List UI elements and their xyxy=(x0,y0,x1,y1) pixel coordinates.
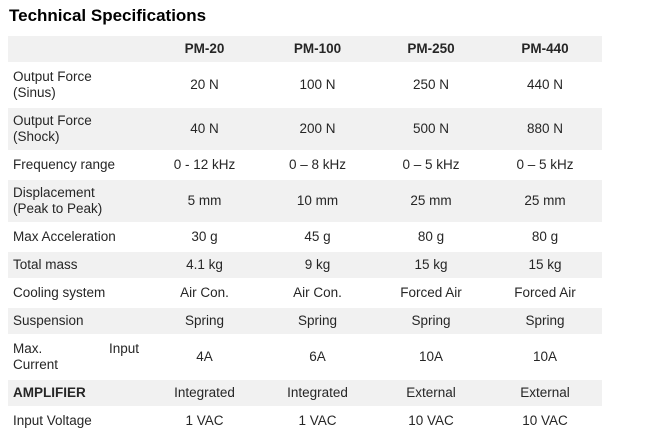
cell-value: 250 N xyxy=(412,77,450,92)
table-row: Frequency range 0 - 12 kHz 0 – 8 kHz 0 – 5 … xyxy=(8,152,602,178)
cell-value: 10 VAC xyxy=(408,413,454,428)
cell-value: External xyxy=(374,380,488,406)
row-label-line: AMPLIFIER xyxy=(13,385,86,400)
row-label-line: Frequency range xyxy=(13,157,116,172)
row-label: Displacement (Peak to Peak) xyxy=(8,180,148,222)
cell-value: Spring xyxy=(261,308,374,334)
table-row: Output Force (Sinus) 20 N 100 N 250 N 440 N xyxy=(8,64,602,106)
table-row: Cooling system Air Con. Air Con. Forced Air… xyxy=(8,280,602,306)
table-row: Input Voltage 1 VAC 1 VAC 10 VAC 10 VAC xyxy=(8,408,602,434)
row-label: Max Acceleration xyxy=(8,224,148,250)
cell-value: 9 kg xyxy=(261,252,374,278)
table-row: Max Acceleration 30 g 45 g 80 g 80 g xyxy=(8,224,602,250)
cell-value: 440 N xyxy=(526,77,564,92)
cell-value: Spring xyxy=(374,308,488,334)
row-label-line: Current xyxy=(13,357,59,372)
column-header-spacer xyxy=(8,36,148,62)
row-label: Suspension xyxy=(8,308,148,334)
column-header-pm-440: PM-440 xyxy=(488,36,602,62)
cell-value: Forced Air xyxy=(514,285,576,300)
cell-value: 10 VAC xyxy=(522,413,568,428)
row-label-word: Max. xyxy=(13,341,43,356)
cell-value: 80 g xyxy=(417,229,445,244)
table-row: Suspension Spring Spring Spring Spring xyxy=(8,308,602,334)
cell-value: 25 mm xyxy=(488,180,602,222)
table-row: Displacement (Peak to Peak) 5 mm 10 mm 25 mm… xyxy=(8,180,602,222)
row-label-line: Total mass xyxy=(13,257,78,272)
cell-value: 10A xyxy=(418,349,444,364)
row-label-line: Displacement xyxy=(13,185,95,200)
table-row: Total mass 4.1 kg 9 kg 15 kg 15 kg xyxy=(8,252,602,278)
row-label-line: (Peak to Peak) xyxy=(13,201,103,216)
spec-table-body: Output Force (Sinus) 20 N 100 N 250 N 440 N Ou… xyxy=(8,64,602,434)
cell-value: Integrated xyxy=(148,380,261,406)
cell-value: 15 kg xyxy=(374,252,488,278)
row-label-line: Max Acceleration xyxy=(13,229,116,244)
row-label-line: Max. Input xyxy=(13,341,139,357)
column-header-pm-250: PM-250 xyxy=(374,36,488,62)
cell-value: Air Con. xyxy=(180,285,229,300)
cell-value: Spring xyxy=(488,308,602,334)
row-label: Input Voltage xyxy=(8,408,148,434)
row-label-word: Input xyxy=(108,341,139,356)
table-row: Output Force (Shock) 40 N 200 N 500 N 880 N xyxy=(8,108,602,150)
column-header-pm-100: PM-100 xyxy=(261,36,374,62)
table-row: Max. Input Current 4A 6A 10A 10A xyxy=(8,336,602,378)
row-label: AMPLIFIER xyxy=(8,380,148,406)
cell-value: 4.1 kg xyxy=(148,252,261,278)
row-label-line: Cooling system xyxy=(13,285,106,300)
row-label-line: (Sinus) xyxy=(13,85,56,100)
row-label: Output Force (Sinus) xyxy=(8,64,148,106)
cell-value: Forced Air xyxy=(400,285,462,300)
cell-value: 25 mm xyxy=(374,180,488,222)
table-row: AMPLIFIER Integrated Integrated External Ext… xyxy=(8,380,602,406)
cell-value: 100 N xyxy=(299,77,336,92)
row-label-line: Output Force xyxy=(13,69,92,84)
row-label: Output Force (Shock) xyxy=(8,108,148,150)
cell-value: 880 N xyxy=(488,108,602,150)
row-label-line: Output Force xyxy=(13,113,92,128)
spec-table: PM-20 PM-100 PM-250 PM-440 Output Force (Sin… xyxy=(8,34,602,436)
cell-value: 6A xyxy=(309,349,326,364)
cell-value: External xyxy=(488,380,602,406)
cell-value: 4A xyxy=(196,349,213,364)
cell-value: 1 VAC xyxy=(298,413,337,428)
cell-value: 15 kg xyxy=(488,252,602,278)
cell-value: 20 N xyxy=(190,77,219,92)
cell-value: 30 g xyxy=(191,229,218,244)
page-title: Technical Specifications xyxy=(9,6,207,25)
row-label: Frequency range xyxy=(8,152,148,178)
cell-value: 40 N xyxy=(148,108,261,150)
cell-value: 0 - 12 kHz xyxy=(173,157,236,172)
row-label-line: Suspension xyxy=(13,313,84,328)
cell-value: 5 mm xyxy=(148,180,261,222)
cell-value: 1 VAC xyxy=(185,413,224,428)
cell-value: 0 – 8 kHz xyxy=(288,157,347,172)
cell-value: 500 N xyxy=(374,108,488,150)
spec-table-header: PM-20 PM-100 PM-250 PM-440 xyxy=(8,36,602,62)
cell-value: Integrated xyxy=(261,380,374,406)
cell-value: Spring xyxy=(148,308,261,334)
cell-value: 10 mm xyxy=(261,180,374,222)
cell-value: 0 – 5 kHz xyxy=(402,157,460,172)
cell-value: 80 g xyxy=(531,229,559,244)
row-label-line: Input Voltage xyxy=(13,413,92,428)
row-label: Max. Input Current xyxy=(8,336,148,378)
row-label: Total mass xyxy=(8,252,148,278)
cell-value: 45 g xyxy=(304,229,331,244)
header-row: PM-20 PM-100 PM-250 PM-440 xyxy=(8,36,602,62)
row-label-line: (Shock) xyxy=(13,129,60,144)
row-label: Cooling system xyxy=(8,280,148,306)
cell-value: 10A xyxy=(532,349,558,364)
column-header-pm-20: PM-20 xyxy=(148,36,261,62)
cell-value: 200 N xyxy=(261,108,374,150)
cell-value: Air Con. xyxy=(293,285,342,300)
cell-value: 0 – 5 kHz xyxy=(516,157,574,172)
